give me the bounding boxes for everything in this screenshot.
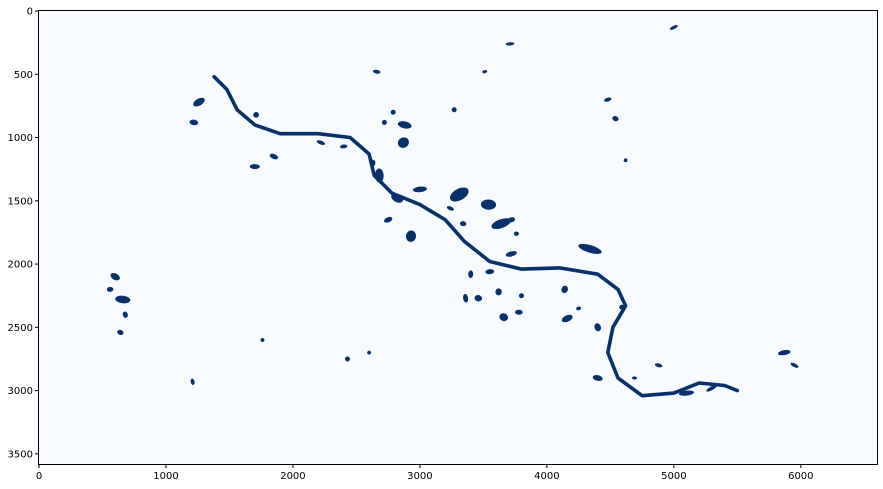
y-tick-label: 2500 (8, 323, 33, 334)
water-body (485, 269, 495, 275)
water-body (576, 306, 582, 311)
x-axis: 0 1000 2000 3000 4000 5000 6000 (36, 464, 814, 482)
water-body (463, 293, 469, 303)
water-body (260, 338, 265, 342)
y-axis: 0 500 1000 1500 2000 2500 3000 3500 (8, 7, 39, 460)
water-body (249, 164, 260, 170)
water-body (669, 24, 678, 30)
y-tick-label: 500 (14, 70, 33, 81)
water-body (122, 311, 128, 318)
water-body (480, 199, 497, 210)
water-body (190, 378, 195, 385)
axes-frame (38, 10, 878, 465)
water-body (253, 111, 259, 118)
x-tick-label: 2000 (280, 471, 305, 482)
water-body (390, 109, 396, 115)
water-body (594, 323, 602, 332)
water-body (513, 231, 519, 236)
water-body (499, 313, 509, 322)
river-channel (212, 75, 740, 398)
water-body (397, 121, 412, 129)
water-body (117, 329, 124, 335)
water-body (619, 304, 625, 310)
water-body (474, 294, 483, 302)
water-body (269, 153, 279, 160)
water-body (482, 70, 488, 74)
x-tick-label: 0 (36, 471, 42, 482)
water-body (515, 309, 523, 315)
x-tick-label: 5000 (661, 471, 686, 482)
water-body (706, 384, 718, 392)
water-body (468, 270, 474, 278)
water-body (519, 293, 524, 299)
water-body (374, 168, 384, 183)
water-body (505, 42, 515, 46)
water-body (384, 216, 393, 223)
x-tick-label: 1000 (153, 471, 178, 482)
water-body (451, 107, 457, 113)
water-body (592, 375, 603, 381)
water-body (110, 272, 120, 281)
water-body (612, 116, 619, 122)
water-body (367, 350, 372, 355)
water-body (345, 356, 350, 362)
water-body (623, 158, 628, 163)
y-tick-label: 3000 (8, 386, 33, 397)
x-tick-label: 4000 (534, 471, 559, 482)
water-body (778, 349, 791, 356)
water-body (405, 230, 417, 242)
heatmap-background (39, 11, 877, 464)
water-body (632, 376, 637, 380)
water-body (491, 218, 511, 230)
water-body (115, 295, 131, 304)
y-tick-label: 1000 (8, 133, 33, 144)
water-body (316, 140, 326, 145)
water-body (678, 390, 695, 396)
x-tick-label: 3000 (407, 471, 432, 482)
x-tick-label: 6000 (788, 471, 813, 482)
y-tick-label: 0 (27, 7, 33, 18)
water-body (507, 217, 516, 223)
water-body (339, 144, 348, 149)
water-body (372, 69, 381, 74)
water-body (561, 285, 568, 294)
water-body (381, 119, 387, 125)
y-tick-label: 2000 (8, 260, 33, 271)
y-tick-label: 3500 (8, 449, 33, 460)
water-body (446, 206, 454, 211)
water-body (495, 288, 502, 296)
water-body (449, 187, 469, 202)
plot-area (39, 11, 877, 464)
water-body (578, 243, 602, 254)
water-body (561, 314, 573, 323)
water-body (370, 159, 376, 166)
water-body (397, 137, 409, 148)
y-tick-label: 1500 (8, 196, 33, 207)
water-body (604, 97, 612, 102)
water-body (189, 119, 199, 126)
water-body (193, 97, 205, 107)
water-body (106, 286, 114, 292)
water-body (790, 362, 799, 368)
water-body (391, 193, 404, 203)
water-body (654, 363, 663, 368)
water-body (505, 251, 517, 257)
water-body (412, 186, 427, 193)
water-body (459, 221, 467, 227)
